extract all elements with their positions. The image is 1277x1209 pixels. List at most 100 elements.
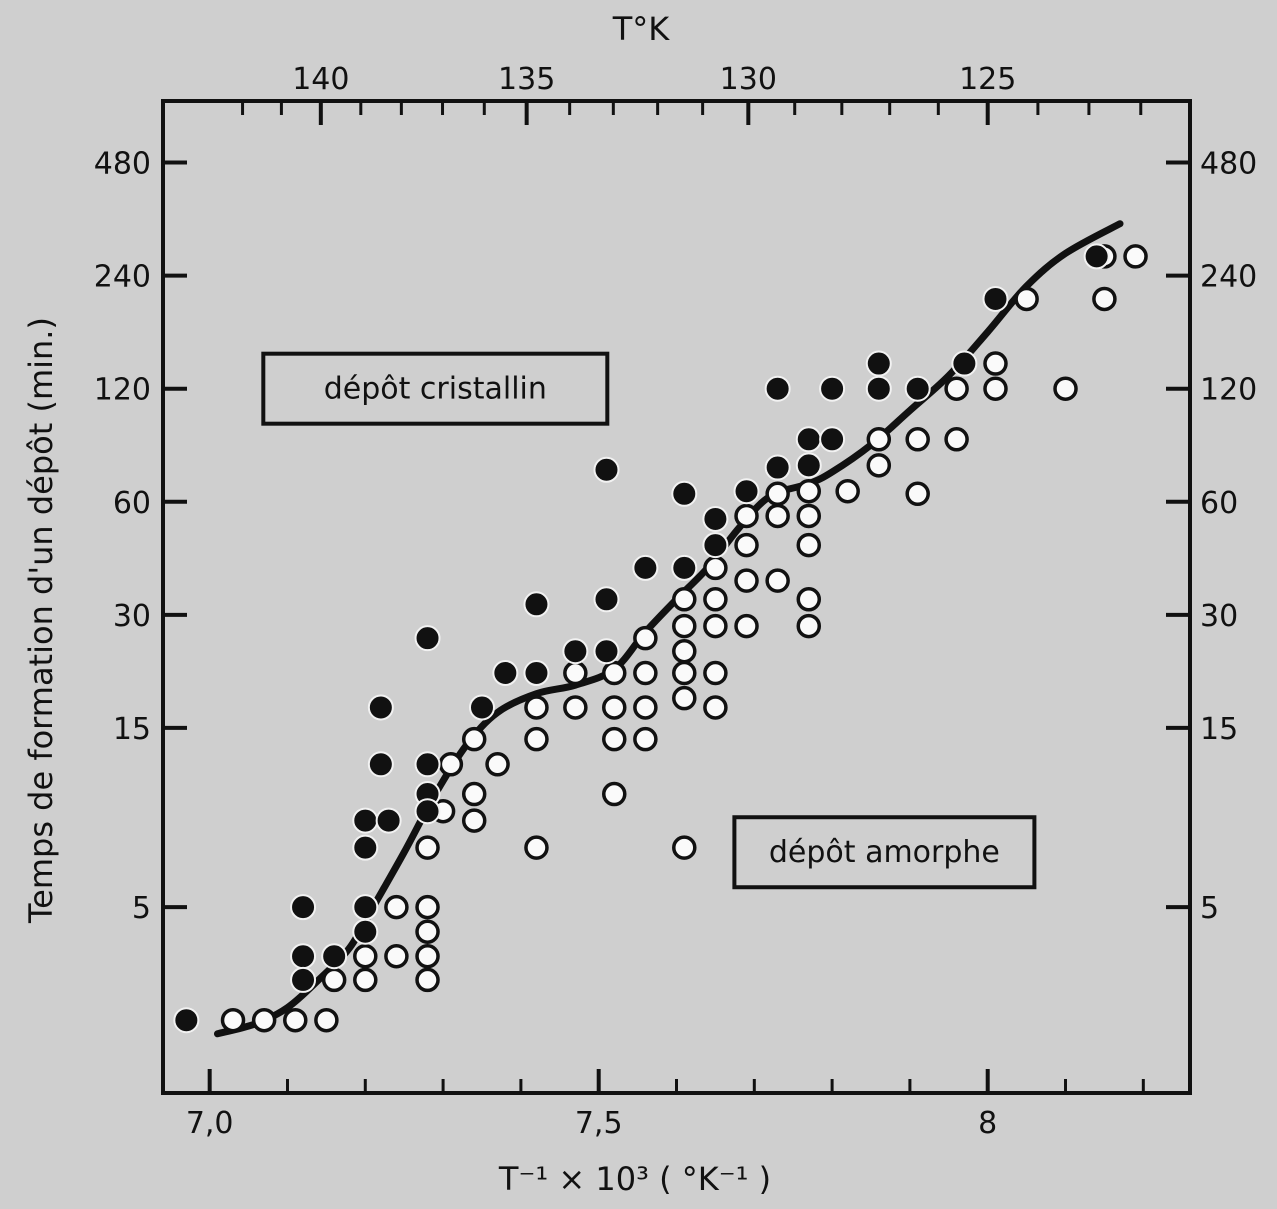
y-tick-label-left: 15 [113,712,151,747]
open-point [796,503,822,529]
filled-point [951,350,978,377]
filled-point [593,638,620,665]
filled-point [702,505,729,532]
open-point [1123,244,1148,269]
annotation-label: dépôt cristallin [324,372,547,407]
open-point [602,660,627,686]
filled-point [414,625,441,652]
top-tick-label: 140 [292,62,349,97]
open-point [633,726,658,752]
filled-point [819,375,846,402]
filled-points [173,243,1110,1034]
filled-point [671,480,698,507]
filled-point [414,798,441,825]
open-point [866,427,892,452]
open-point [415,919,440,944]
open-point [734,613,759,639]
y-tick-label-left: 120 [94,373,151,408]
annotation-box [261,351,610,426]
open-point [866,453,892,478]
y-tick-label-left: 60 [113,486,151,521]
open-point [602,781,627,807]
ticks [163,101,1190,1093]
filled-point [733,478,760,505]
filled-point [982,285,1009,312]
open-point [415,835,440,860]
filled-point [702,532,729,559]
open-point [983,351,1008,376]
filled-point [352,834,379,861]
open-point [765,568,790,593]
open-point [633,695,658,720]
filled-point [173,1007,200,1034]
annotations: dépôt cristallin dépôt amorphe [261,351,1037,890]
open-point [734,532,759,558]
open-point [835,478,860,504]
filled-point [795,426,822,453]
filled-point [290,966,317,993]
filled-point [593,586,620,613]
open-point [672,613,697,639]
open-point [944,427,969,452]
filled-point [321,943,348,970]
open-point [703,695,728,720]
open-point [672,587,697,612]
open-point [415,967,440,993]
filled-point [562,638,589,665]
open-point [796,532,822,558]
y-tick-label-left: 240 [94,260,151,295]
filled-point [632,554,659,581]
y-tick-label-right: 5 [1200,891,1219,926]
top-tick-label: 125 [959,62,1016,97]
open-point [438,752,464,777]
filled-point [523,591,550,618]
open-point [703,555,728,581]
x-tick-label: 7,0 [186,1106,234,1141]
open-point [220,1007,246,1033]
filled-point [290,894,317,921]
tick-labels: 7,0 7,5 8 140 135 130 125 480 480 240 240 120 120 60 6… [94,62,1258,1141]
filled-point [414,751,441,778]
top-tick-label: 135 [498,62,555,97]
filled-point [904,375,931,402]
open-point [384,943,409,969]
open-point [563,695,588,720]
open-point [703,660,728,686]
open-point [314,1007,339,1033]
open-point [415,943,440,969]
open-point [321,967,347,993]
filled-point [764,375,791,402]
open-point [672,638,697,664]
open-point [983,376,1008,401]
open-point [633,660,658,686]
open-point [602,726,627,752]
y-axis-title: Temps de formation d'un dépôt (min.) [22,317,60,924]
open-point [905,427,930,452]
x-axis-title: T⁻¹ × 10³ ( °K⁻¹ ) [498,1160,771,1198]
annotation-box [732,815,1037,890]
open-point [461,726,487,752]
y-tick-label-right: 60 [1200,486,1238,521]
x-tick-label: 8 [978,1106,997,1141]
y-tick-label-left: 5 [132,891,151,926]
open-point [703,587,728,612]
open-point [1092,286,1117,312]
y-tick-label-right: 30 [1200,599,1238,634]
filled-point [1083,243,1110,270]
top-tick-label: 130 [720,62,777,97]
filled-point [492,660,519,687]
open-point [524,726,549,752]
filled-point [352,918,379,945]
annotation-label: dépôt amorphe [769,835,1000,870]
filled-point [352,894,379,921]
open-point [672,685,697,711]
filled-point [671,554,698,581]
open-point [461,808,487,833]
open-point [944,376,969,401]
x-tick-label: 7,5 [575,1106,623,1141]
open-point [672,660,697,686]
open-point [796,478,822,504]
filled-point [468,694,495,721]
open-point [734,503,759,529]
